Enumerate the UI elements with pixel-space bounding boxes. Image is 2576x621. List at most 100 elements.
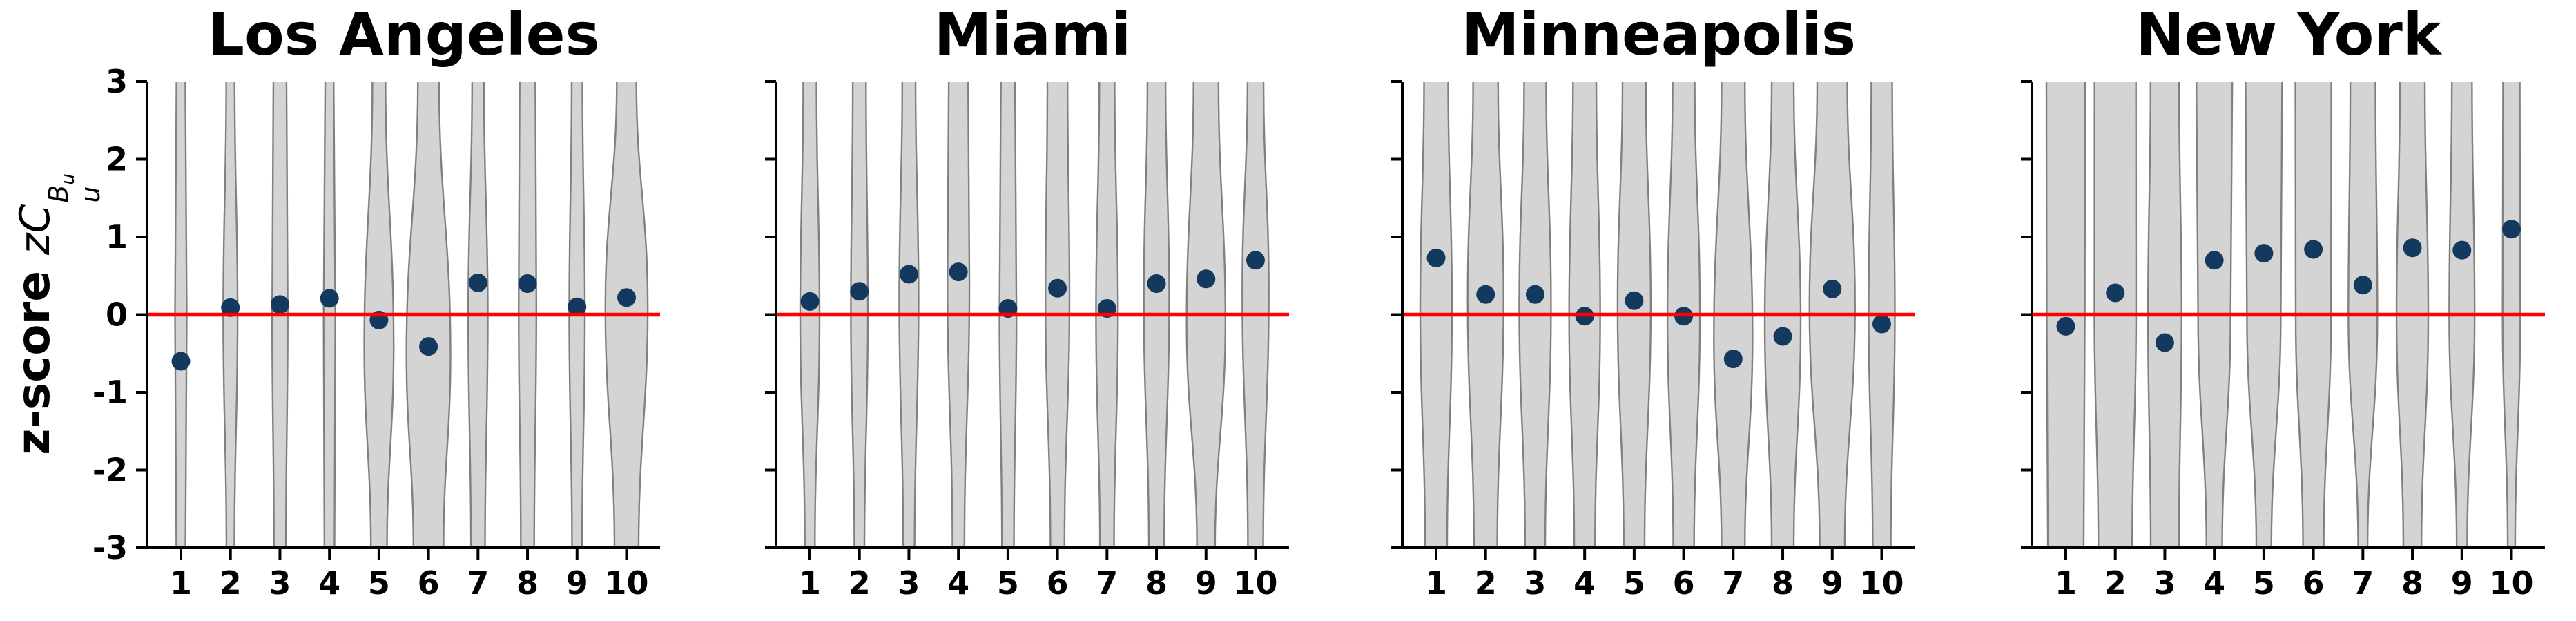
- data-point: [617, 288, 636, 307]
- panel-title-new-york: New York: [2136, 1, 2441, 68]
- panel-title-minneapolis: Minneapolis: [1461, 1, 1857, 68]
- data-point: [1625, 291, 1644, 310]
- x-tick-label: 10: [1859, 564, 1904, 602]
- x-tick-label: 7: [2352, 564, 2374, 602]
- y-tick-label: 3: [106, 63, 128, 100]
- violin-edge: [1496, 81, 1504, 548]
- violin-edge: [1518, 81, 1527, 548]
- x-tick-label: 7: [467, 564, 489, 602]
- x-tick-label: 5: [368, 564, 390, 602]
- data-point: [1476, 285, 1495, 304]
- data-point: [1048, 278, 1067, 298]
- violin-edge: [1419, 81, 1426, 548]
- data-point: [2501, 220, 2521, 239]
- x-tick-label: 6: [2303, 564, 2325, 602]
- data-point: [419, 337, 438, 356]
- data-point: [2155, 333, 2174, 352]
- x-tick-label: 9: [1195, 564, 1217, 602]
- data-point: [1426, 248, 1446, 267]
- x-tick-label: 1: [170, 564, 192, 602]
- y-tick-label: -3: [93, 529, 128, 566]
- y-tick-label: -1: [93, 374, 128, 411]
- data-point: [2304, 240, 2323, 259]
- x-tick-label: 9: [566, 564, 588, 602]
- miami-violin-plot: 1 2 3 4 5 6 7 8 9 10: [765, 80, 1289, 602]
- violin-edge: [1163, 81, 1170, 548]
- data-point: [1723, 350, 1743, 369]
- violin-edge: [1616, 81, 1625, 548]
- x-tick-label: 10: [1233, 564, 1277, 602]
- x-tick-label: 8: [2401, 564, 2423, 602]
- data-point: [800, 292, 820, 311]
- violin-edge: [898, 81, 904, 548]
- x-tick-label: 3: [2153, 564, 2176, 602]
- data-point: [2452, 240, 2472, 260]
- violin-edge: [1763, 81, 1773, 548]
- violin-edge: [1214, 81, 1227, 548]
- new-york-violin-plot: 1 2 3 4 5 6 7 8 9 10: [2021, 80, 2545, 602]
- x-tick-label: 10: [2489, 564, 2533, 602]
- x-tick-label: 5: [2253, 564, 2275, 602]
- y-tick-label: 0: [106, 296, 128, 334]
- y-axis-math-sup-base: B: [43, 184, 75, 203]
- y-tick-label: -2: [93, 452, 128, 489]
- violin-edge: [1643, 81, 1652, 548]
- data-point: [2205, 251, 2224, 270]
- violin-edge: [913, 81, 920, 548]
- data-point: [1823, 279, 1842, 298]
- x-tick-label: 6: [1673, 564, 1695, 602]
- data-point: [899, 265, 918, 284]
- violin-edge: [1262, 81, 1270, 548]
- minneapolis-violin-plot: 1 2 3 4 5 6 7 8 9 10: [1391, 80, 1915, 602]
- violin-edge: [1446, 81, 1453, 548]
- data-point: [2056, 316, 2075, 336]
- data-point: [2403, 238, 2422, 258]
- x-tick-label: 4: [947, 564, 969, 602]
- x-tick-label: 4: [2203, 564, 2225, 602]
- x-tick-label: 4: [318, 564, 340, 602]
- x-tick-label: 9: [1821, 564, 1843, 602]
- x-tick-label: 10: [604, 564, 648, 602]
- y-axis-label-text: z-score: [7, 255, 61, 455]
- violin-edge: [1744, 81, 1754, 548]
- panel-minneapolis: 1 2 3 4 5 6 7 8 9 10 Minneapolis: [1326, 0, 1934, 621]
- violin-edge: [1808, 81, 1821, 548]
- x-tick-label: 3: [269, 564, 291, 602]
- x-tick-label: 1: [2055, 564, 2077, 602]
- data-point: [2353, 276, 2372, 295]
- data-point: [171, 352, 191, 371]
- data-point: [1773, 327, 1792, 346]
- panel-miami: 1 2 3 4 5 6 7 8 9 10 Miami: [700, 0, 1308, 621]
- x-tick-label: 3: [1524, 564, 1546, 602]
- violin-edge: [1143, 81, 1150, 548]
- data-point: [1197, 269, 1216, 289]
- data-point: [850, 282, 869, 301]
- x-tick-label: 1: [1425, 564, 1447, 602]
- violin-edge: [385, 81, 395, 548]
- violin-edge: [1843, 81, 1856, 548]
- x-tick-label: 8: [516, 564, 539, 602]
- y-tick-label: 2: [106, 141, 128, 178]
- data-point: [221, 298, 240, 317]
- x-tick-label: 8: [1772, 564, 1794, 602]
- violin-edge: [363, 81, 374, 548]
- violin-edge: [1544, 81, 1552, 548]
- x-tick-label: 7: [1722, 564, 1744, 602]
- data-point: [949, 262, 968, 282]
- x-tick-label: 2: [849, 564, 871, 602]
- violin-edge: [1792, 81, 1802, 548]
- violin-edge: [1063, 81, 1071, 548]
- violin-edge: [947, 81, 953, 548]
- violin-edge: [1466, 81, 1475, 548]
- violin-edge: [1044, 81, 1052, 548]
- violin-edge: [1185, 81, 1198, 548]
- x-tick-label: 8: [1145, 564, 1168, 602]
- x-tick-label: 6: [1047, 564, 1069, 602]
- violin-edge: [1713, 81, 1723, 548]
- panel-title-miami: Miami: [933, 1, 1132, 68]
- violin-edge: [1241, 81, 1249, 548]
- x-tick-label: 2: [2104, 564, 2127, 602]
- y-axis-label-math: zC Bu u: [11, 173, 106, 255]
